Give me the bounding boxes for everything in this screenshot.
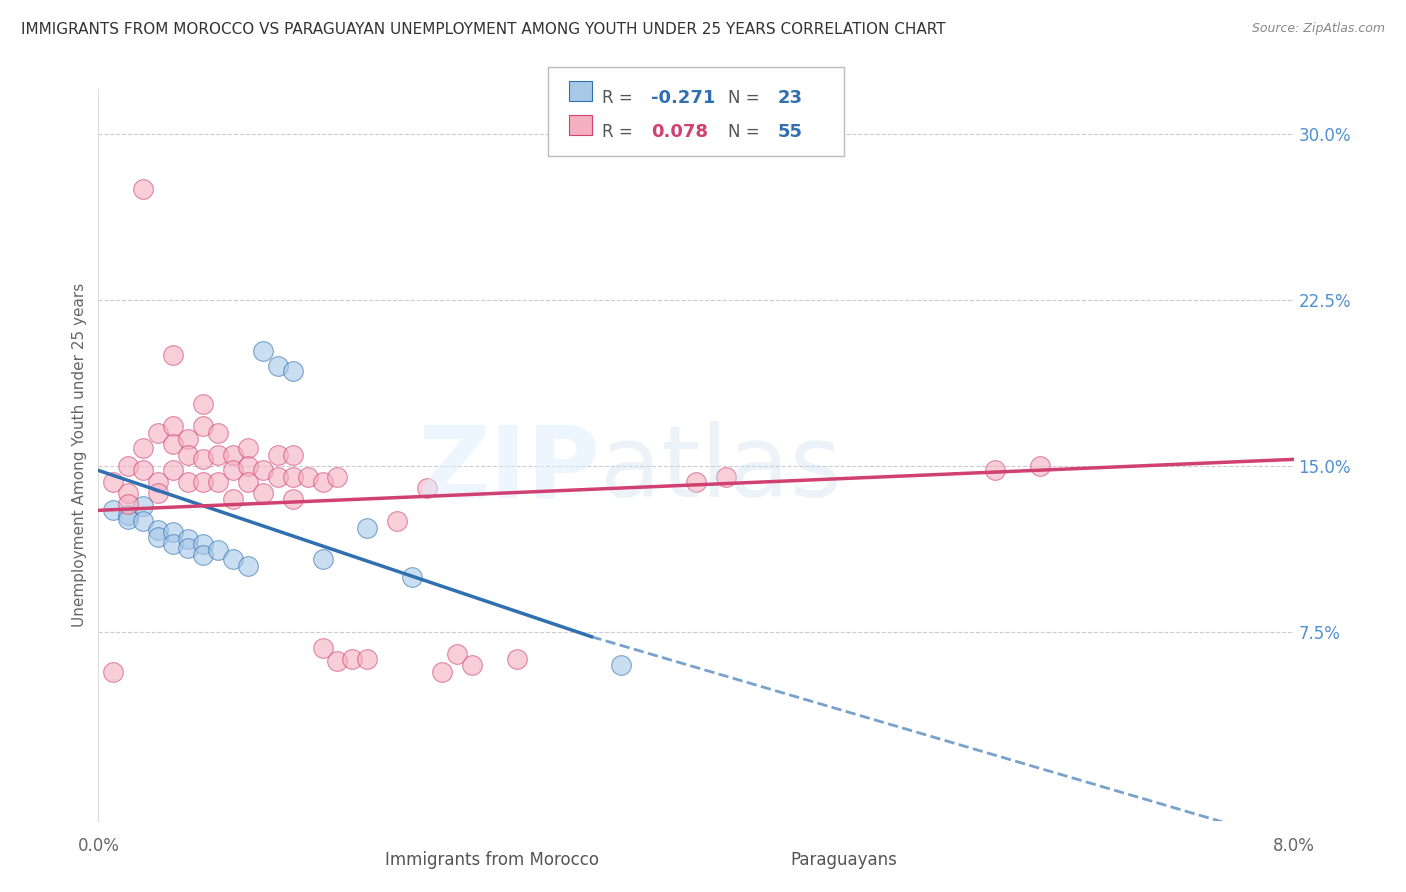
- Text: N =: N =: [728, 123, 765, 141]
- Point: [207, 543, 229, 558]
- Text: IMMIGRANTS FROM MOROCCO VS PARAGUAYAN UNEMPLOYMENT AMONG YOUTH UNDER 25 YEARS CO: IMMIGRANTS FROM MOROCCO VS PARAGUAYAN UN…: [21, 22, 946, 37]
- Text: 23: 23: [778, 89, 803, 107]
- Point: [252, 343, 274, 358]
- Point: [1028, 458, 1050, 473]
- Point: [191, 397, 214, 411]
- Point: [252, 485, 274, 500]
- Point: [311, 475, 333, 489]
- Point: [281, 492, 304, 507]
- Point: [714, 470, 737, 484]
- Point: [132, 463, 155, 477]
- Point: [267, 448, 290, 462]
- Point: [148, 475, 170, 489]
- Text: 0.078: 0.078: [651, 123, 709, 141]
- Point: [281, 364, 304, 378]
- Point: [117, 508, 139, 522]
- Point: [222, 492, 245, 507]
- Text: Source: ZipAtlas.com: Source: ZipAtlas.com: [1251, 22, 1385, 36]
- Point: [191, 475, 214, 489]
- Text: R =: R =: [602, 89, 638, 107]
- Point: [117, 458, 139, 473]
- Point: [132, 182, 155, 196]
- Point: [236, 558, 259, 573]
- Point: [356, 652, 378, 666]
- Point: [117, 497, 139, 511]
- Point: [252, 463, 274, 477]
- Point: [132, 442, 155, 456]
- Point: [132, 515, 155, 529]
- Point: [117, 512, 139, 526]
- Point: [281, 448, 304, 462]
- Point: [236, 475, 259, 489]
- Point: [177, 532, 200, 546]
- Point: [385, 515, 409, 529]
- Point: [162, 536, 184, 550]
- Point: [267, 359, 290, 374]
- Point: [191, 419, 214, 434]
- Point: [610, 658, 633, 673]
- Point: [685, 475, 707, 489]
- Point: [281, 470, 304, 484]
- Point: [132, 499, 155, 513]
- Point: [446, 648, 468, 662]
- Point: [342, 652, 364, 666]
- Point: [177, 475, 200, 489]
- Point: [506, 652, 529, 666]
- Point: [103, 665, 125, 680]
- Point: [103, 503, 125, 517]
- Y-axis label: Unemployment Among Youth under 25 years: Unemployment Among Youth under 25 years: [72, 283, 87, 627]
- Point: [311, 552, 333, 566]
- Point: [311, 640, 333, 655]
- Point: [222, 552, 245, 566]
- Point: [148, 523, 170, 537]
- Point: [207, 475, 229, 489]
- Point: [267, 470, 290, 484]
- Point: [148, 425, 170, 440]
- Point: [326, 654, 349, 668]
- Point: [162, 419, 184, 434]
- Point: [222, 448, 245, 462]
- Point: [177, 433, 200, 447]
- Point: [461, 658, 484, 673]
- Point: [236, 442, 259, 456]
- Point: [401, 570, 423, 584]
- Point: [191, 536, 214, 550]
- Text: -0.271: -0.271: [651, 89, 716, 107]
- Point: [148, 530, 170, 544]
- Point: [326, 470, 349, 484]
- Text: atlas: atlas: [600, 421, 842, 518]
- Text: Immigrants from Morocco: Immigrants from Morocco: [385, 851, 599, 869]
- Point: [177, 541, 200, 555]
- Point: [222, 463, 245, 477]
- Point: [103, 475, 125, 489]
- Point: [191, 452, 214, 467]
- Point: [162, 437, 184, 451]
- Point: [984, 463, 1007, 477]
- Point: [297, 470, 319, 484]
- Text: N =: N =: [728, 89, 765, 107]
- Point: [177, 448, 200, 462]
- Point: [236, 458, 259, 473]
- Text: Paraguayans: Paraguayans: [790, 851, 897, 869]
- Point: [416, 481, 439, 495]
- Point: [117, 485, 139, 500]
- Text: ZIP: ZIP: [418, 421, 600, 518]
- Point: [162, 463, 184, 477]
- Point: [162, 348, 184, 362]
- Point: [356, 521, 378, 535]
- Point: [207, 425, 229, 440]
- Point: [148, 485, 170, 500]
- Text: R =: R =: [602, 123, 638, 141]
- Point: [430, 665, 453, 680]
- Text: 55: 55: [778, 123, 803, 141]
- Point: [191, 548, 214, 562]
- Point: [162, 525, 184, 540]
- Point: [207, 448, 229, 462]
